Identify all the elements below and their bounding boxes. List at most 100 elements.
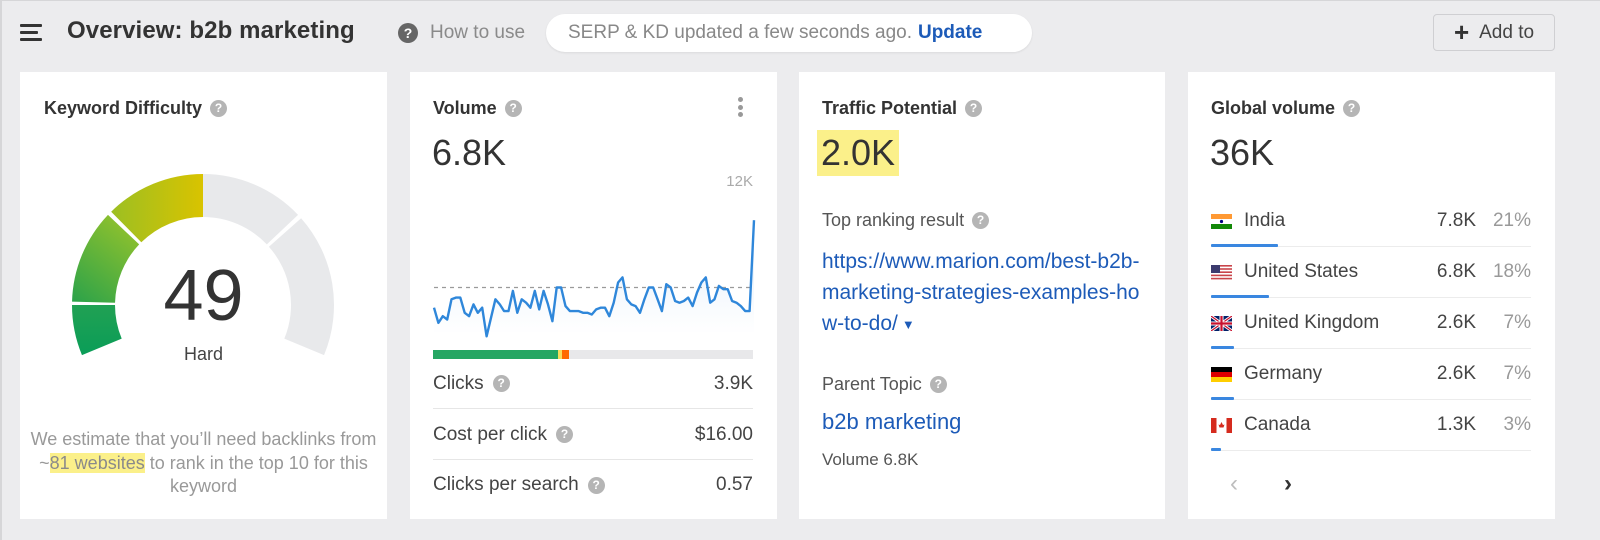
country-row-united-kingdom[interactable]: United Kingdom 2.6K 7% bbox=[1211, 298, 1531, 349]
country-row-india[interactable]: India 7.8K 21% bbox=[1211, 196, 1531, 247]
global-volume-card: Global volume ? 36K India 7.8K 21% Unite… bbox=[1188, 72, 1555, 519]
metric-label: Clicks per search bbox=[433, 474, 579, 495]
note-text: to rank in the top 10 for this keyword bbox=[144, 452, 368, 497]
country-percent: 7% bbox=[1503, 312, 1531, 333]
volume-history-chart[interactable] bbox=[430, 172, 760, 342]
tp-title: Traffic Potential bbox=[822, 98, 958, 118]
pager-next-button[interactable]: › bbox=[1284, 470, 1292, 497]
dropdown-caret-icon[interactable]: ▼ bbox=[901, 316, 915, 332]
ads-clicks-segment bbox=[561, 350, 570, 359]
country-name: United Kingdom bbox=[1244, 312, 1380, 333]
kd-title: Keyword Difficulty bbox=[44, 98, 203, 118]
chart-max-label: 12K bbox=[726, 173, 753, 190]
country-volume: 2.6K bbox=[1436, 363, 1476, 384]
how-to-use-link[interactable]: ? How to use bbox=[398, 22, 525, 44]
add-to-button[interactable]: + Add to bbox=[1433, 14, 1555, 51]
metric-label: Cost per click bbox=[433, 423, 548, 445]
parent-topic-volume: Volume 6.8K bbox=[822, 450, 919, 469]
kd-backlinks-note: We estimate that you’ll need backlinks f… bbox=[20, 428, 387, 499]
keyword-difficulty-card: Keyword Difficulty ? 49 Hard We estimate… bbox=[20, 72, 387, 519]
country-volume: 2.6K bbox=[1436, 312, 1476, 333]
country-share-bar bbox=[1211, 397, 1234, 400]
country-share-bar bbox=[1211, 346, 1234, 349]
help-icon[interactable]: ? bbox=[556, 426, 574, 443]
note-text: We estimate that you’ll need backlinks f… bbox=[30, 429, 377, 473]
country-row-germany[interactable]: Germany 2.6K 7% bbox=[1211, 349, 1531, 400]
parent-topic-label: Parent Topic bbox=[822, 374, 922, 394]
country-name: Canada bbox=[1244, 414, 1311, 435]
difficulty-gauge bbox=[72, 174, 334, 356]
india-flag-icon bbox=[1211, 214, 1232, 229]
country-percent: 3% bbox=[1503, 414, 1531, 435]
help-icon[interactable]: ? bbox=[587, 476, 605, 494]
volume-title: Volume bbox=[433, 98, 497, 118]
page-title: Overview: b2b marketing bbox=[67, 17, 355, 44]
country-percent: 7% bbox=[1503, 363, 1531, 384]
global-volume-value: 36K bbox=[1210, 132, 1275, 173]
cost-per-click-row: Cost per click? $16.00 bbox=[433, 410, 753, 460]
paid-clicks-segment bbox=[557, 350, 562, 359]
hamburger-menu-icon[interactable] bbox=[20, 24, 42, 42]
help-icon[interactable]: ? bbox=[492, 375, 510, 392]
help-icon: ? bbox=[398, 23, 418, 43]
metric-value: $16.00 bbox=[694, 423, 753, 445]
gv-title: Global volume bbox=[1211, 98, 1336, 118]
country-share-bar bbox=[1211, 244, 1278, 247]
websites-highlight: 81 websites bbox=[49, 452, 145, 473]
page-header: Overview: b2b marketing ? How to use SER… bbox=[2, 1, 1600, 63]
country-row-canada[interactable]: Canada 1.3K 3% bbox=[1211, 400, 1531, 451]
volume-title-row: Volume ? bbox=[433, 98, 522, 119]
volume-card: Volume ? 6.8K 12K Clicks? 3.9K Cost per … bbox=[410, 72, 777, 519]
us-flag-icon bbox=[1211, 265, 1232, 280]
country-name: India bbox=[1244, 210, 1286, 231]
clicks-row: Clicks? 3.9K bbox=[433, 359, 753, 409]
country-name: United States bbox=[1244, 261, 1359, 282]
kd-title-row: Keyword Difficulty ? bbox=[44, 98, 228, 119]
kd-score: 49 bbox=[163, 256, 244, 336]
parent-topic-link[interactable]: b2b marketing bbox=[822, 409, 962, 434]
canada-flag-icon bbox=[1211, 418, 1232, 433]
help-icon[interactable]: ? bbox=[929, 376, 947, 393]
update-link[interactable]: Update bbox=[917, 22, 983, 43]
help-icon[interactable]: ? bbox=[210, 100, 228, 117]
plus-icon: + bbox=[1453, 16, 1470, 47]
update-status-pill: SERP & KD updated a few seconds ago. Upd… bbox=[546, 14, 1032, 52]
help-icon[interactable]: ? bbox=[1343, 100, 1361, 117]
help-icon[interactable]: ? bbox=[504, 100, 522, 117]
volume-value: 6.8K bbox=[432, 132, 507, 173]
gv-title-row: Global volume ? bbox=[1211, 98, 1361, 119]
tp-title-row: Traffic Potential ? bbox=[822, 98, 983, 119]
organic-clicks-segment bbox=[433, 350, 558, 359]
uk-flag-icon bbox=[1211, 316, 1232, 331]
germany-flag-icon bbox=[1211, 367, 1232, 382]
add-to-label: Add to bbox=[1479, 21, 1535, 43]
how-to-use-label: How to use bbox=[430, 22, 526, 43]
metric-label: Clicks bbox=[433, 372, 484, 394]
kd-difficulty-label: Hard bbox=[183, 344, 223, 364]
metric-value: 0.57 bbox=[716, 474, 753, 495]
parent-topic-label-row: Parent Topic ? bbox=[822, 374, 947, 395]
top-ranking-label-row: Top ranking result ? bbox=[822, 210, 990, 231]
traffic-potential-value: 2.0K bbox=[817, 130, 900, 176]
help-icon[interactable]: ? bbox=[972, 212, 990, 229]
country-volume: 6.8K bbox=[1436, 261, 1476, 282]
country-row-united-states[interactable]: United States 6.8K 18% bbox=[1211, 247, 1531, 298]
country-volume: 7.8K bbox=[1436, 210, 1476, 231]
country-volume: 1.3K bbox=[1436, 414, 1476, 435]
country-name: Germany bbox=[1244, 363, 1323, 384]
country-share-bar bbox=[1211, 448, 1221, 451]
clicks-per-search-row: Clicks per search? 0.57 bbox=[433, 460, 753, 510]
top-ranking-label: Top ranking result bbox=[822, 210, 965, 230]
help-icon[interactable]: ? bbox=[965, 100, 983, 117]
top-ranking-url-link[interactable]: https://www.marion.com/best-b2b-marketin… bbox=[822, 246, 1152, 340]
more-options-icon[interactable] bbox=[736, 97, 744, 119]
country-percent: 18% bbox=[1492, 261, 1531, 282]
metric-value: 3.9K bbox=[713, 372, 753, 394]
status-text: SERP & KD updated a few seconds ago. bbox=[568, 22, 912, 43]
clicks-distribution-bar bbox=[433, 350, 753, 359]
pager-prev-button[interactable]: ‹ bbox=[1230, 470, 1238, 497]
traffic-potential-card: Traffic Potential ? 2.0K Top ranking res… bbox=[799, 72, 1165, 519]
country-share-bar bbox=[1211, 295, 1269, 298]
country-percent: 21% bbox=[1492, 210, 1531, 231]
url-text: https://www.marion.com/best-b2b-marketin… bbox=[822, 250, 1140, 335]
